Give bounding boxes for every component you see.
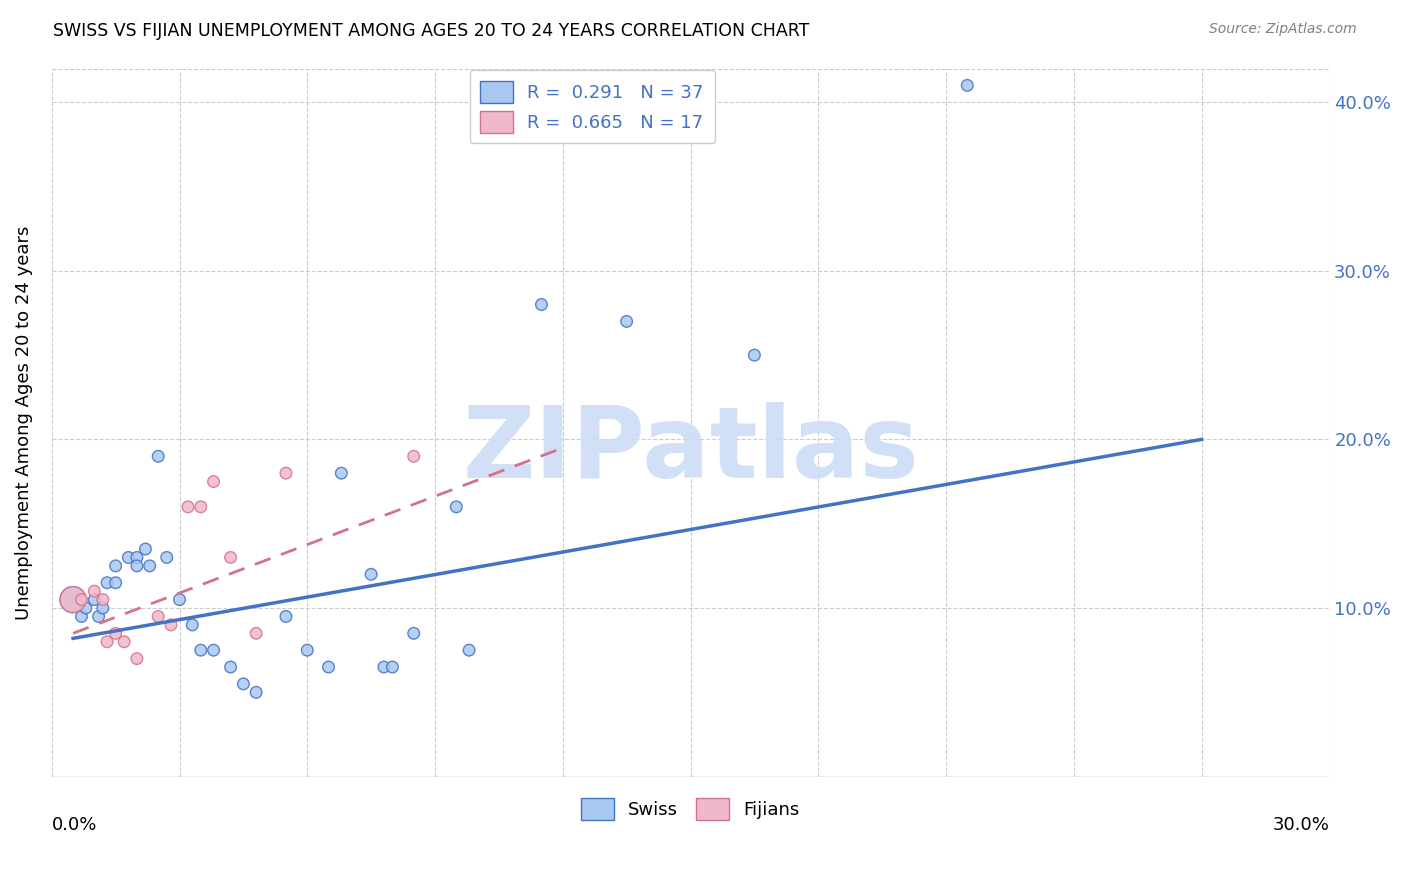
Point xyxy=(87,609,110,624)
Point xyxy=(297,643,319,657)
Point xyxy=(232,677,254,691)
Point xyxy=(117,550,139,565)
Point xyxy=(75,601,97,615)
Point xyxy=(169,592,191,607)
Point xyxy=(274,466,297,480)
Point xyxy=(202,475,225,489)
Point xyxy=(360,567,382,582)
Point xyxy=(219,550,242,565)
Point xyxy=(125,558,148,573)
Point xyxy=(104,575,127,590)
Point xyxy=(956,78,979,93)
Point xyxy=(318,660,340,674)
Point xyxy=(616,314,638,328)
Point xyxy=(330,466,353,480)
Point xyxy=(274,609,297,624)
Point xyxy=(245,626,267,640)
Text: 30.0%: 30.0% xyxy=(1272,815,1329,833)
Text: 0.0%: 0.0% xyxy=(52,815,97,833)
Point xyxy=(190,643,212,657)
Point xyxy=(62,592,84,607)
Point xyxy=(125,550,148,565)
Point xyxy=(744,348,766,362)
Point xyxy=(70,609,93,624)
Point xyxy=(177,500,200,514)
Point xyxy=(96,634,118,648)
Point xyxy=(190,500,212,514)
Point xyxy=(83,592,105,607)
Point xyxy=(530,297,553,311)
Point xyxy=(381,660,404,674)
Point xyxy=(458,643,481,657)
Point xyxy=(156,550,179,565)
Point xyxy=(91,601,114,615)
Point xyxy=(402,626,425,640)
Point xyxy=(104,558,127,573)
Text: ZIPatlas: ZIPatlas xyxy=(463,402,920,500)
Point xyxy=(112,634,135,648)
Point xyxy=(402,450,425,464)
Point xyxy=(91,592,114,607)
Point xyxy=(70,592,93,607)
Point xyxy=(96,575,118,590)
Point xyxy=(138,558,160,573)
Point xyxy=(219,660,242,674)
Point xyxy=(104,626,127,640)
Point xyxy=(446,500,468,514)
Legend: Swiss, Fijians: Swiss, Fijians xyxy=(571,788,810,831)
Text: Source: ZipAtlas.com: Source: ZipAtlas.com xyxy=(1209,22,1357,37)
Point xyxy=(373,660,395,674)
Text: SWISS VS FIJIAN UNEMPLOYMENT AMONG AGES 20 TO 24 YEARS CORRELATION CHART: SWISS VS FIJIAN UNEMPLOYMENT AMONG AGES … xyxy=(53,22,810,40)
Point xyxy=(148,450,170,464)
Point xyxy=(134,541,156,556)
Point xyxy=(62,592,84,607)
Point xyxy=(202,643,225,657)
Point xyxy=(245,685,267,699)
Point xyxy=(148,609,170,624)
Y-axis label: Unemployment Among Ages 20 to 24 years: Unemployment Among Ages 20 to 24 years xyxy=(15,226,32,620)
Point xyxy=(83,584,105,599)
Point xyxy=(181,618,204,632)
Point xyxy=(125,651,148,665)
Point xyxy=(160,618,183,632)
